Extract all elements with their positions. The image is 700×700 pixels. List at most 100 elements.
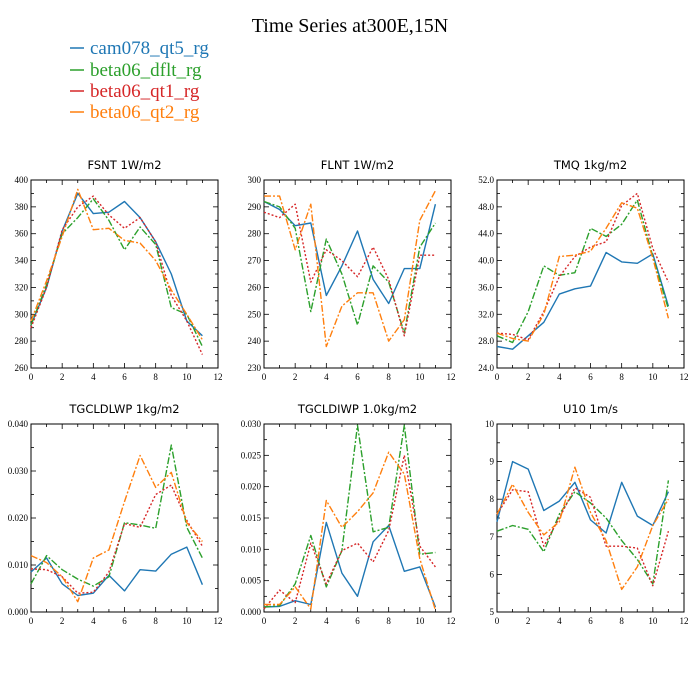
panel-title: TMQ 1kg/m2: [553, 158, 627, 172]
plot-frame: [263, 179, 452, 369]
series-line-beta06_qt1_rg: [30, 195, 204, 355]
chart-panel: FLNT 1W/m2 0 2 4 6 8 10 12 230 240 250 260 270 280 290…: [248, 158, 456, 382]
series-line-beta06_qt1_rg: [263, 454, 436, 610]
y-tick-label: 8: [490, 494, 495, 504]
y-tick-label: 28.0: [478, 336, 494, 346]
series-line-cam078_qt5_rg: [496, 460, 670, 534]
y-tick-label: 250: [248, 309, 262, 319]
x-tick-label: 0: [29, 372, 34, 382]
series-line-cam078_qt5_rg: [30, 192, 203, 337]
legend-item: beta06_qt1_rg: [70, 81, 200, 102]
y-tick-label: 0.000: [241, 607, 262, 617]
y-tick-label: 0.040: [8, 419, 29, 429]
y-tick-label: 0.005: [241, 576, 262, 586]
legend-item: beta06_dflt_rg: [70, 60, 202, 81]
y-tick-label: 10: [485, 419, 495, 429]
series-line-beta06_dflt_rg: [30, 198, 204, 347]
series-line-beta06_dflt_rg: [263, 424, 436, 608]
y-tick-label: 0.030: [241, 419, 262, 429]
x-tick-label: 0: [29, 616, 34, 626]
y-tick-label: 240: [248, 336, 262, 346]
x-tick-label: 10: [182, 372, 192, 382]
x-tick-label: 10: [648, 616, 658, 626]
y-tick-label: 260: [15, 363, 29, 373]
y-tick-label: 7: [490, 532, 495, 542]
x-tick-label: 0: [495, 372, 500, 382]
x-tick-label: 6: [355, 372, 360, 382]
plot-frame: [30, 423, 219, 613]
x-tick-label: 12: [447, 372, 456, 382]
x-tick-label: 2: [526, 616, 531, 626]
y-tick-label: 0.025: [241, 450, 262, 460]
x-tick-label: 0: [495, 616, 500, 626]
series-line-beta06_qt2_rg: [496, 202, 670, 342]
x-tick-label: 2: [293, 372, 298, 382]
y-tick-label: 0.020: [8, 513, 29, 523]
legend-label-qt1: beta06_qt1_rg: [90, 81, 200, 102]
x-tick-label: 10: [648, 372, 658, 382]
legend-label-dflt: beta06_dflt_rg: [90, 60, 202, 81]
x-tick-label: 12: [447, 616, 456, 626]
x-tick-label: 10: [182, 616, 192, 626]
y-tick-label: 260: [248, 282, 262, 292]
x-tick-label: 8: [386, 616, 391, 626]
x-tick-label: 8: [619, 616, 624, 626]
x-tick-label: 8: [619, 372, 624, 382]
y-tick-label: 380: [15, 202, 29, 212]
x-tick-label: 12: [214, 616, 223, 626]
x-tick-label: 4: [557, 616, 562, 626]
x-tick-label: 6: [588, 372, 593, 382]
x-tick-label: 4: [91, 372, 96, 382]
chart-panel: TMQ 1kg/m2 0 2 4 6 8 10 12 24.0 28.0 32.0 36.0 40.0 4…: [478, 158, 688, 382]
x-tick-label: 10: [415, 372, 425, 382]
plot-frame: [30, 179, 219, 369]
series-line-cam078_qt5_rg: [30, 546, 204, 597]
x-tick-label: 8: [153, 616, 158, 626]
y-tick-label: 40.0: [478, 256, 494, 266]
legend: cam078_qt5_rg beta06_dflt_rg beta06_qt1_…: [70, 38, 209, 123]
series-line-beta06_dflt_rg: [30, 444, 204, 587]
panel-title: FLNT 1W/m2: [321, 158, 394, 172]
series-line-cam078_qt5_rg: [263, 521, 437, 608]
y-tick-label: 340: [15, 256, 29, 266]
y-tick-label: 0.010: [241, 544, 262, 554]
y-tick-label: 5: [490, 607, 495, 617]
x-tick-label: 4: [91, 616, 96, 626]
plot-frame: [263, 423, 452, 613]
x-tick-label: 6: [122, 616, 127, 626]
y-tick-label: 24.0: [478, 363, 494, 373]
x-tick-label: 4: [324, 616, 329, 626]
x-tick-label: 6: [122, 372, 127, 382]
y-tick-label: 6: [490, 569, 495, 579]
x-tick-label: 0: [262, 616, 267, 626]
series-line-cam078_qt5_rg: [496, 251, 670, 350]
x-tick-label: 12: [214, 372, 223, 382]
y-tick-label: 290: [248, 202, 262, 212]
series-line-beta06_qt1_rg: [496, 487, 670, 587]
y-tick-label: 48.0: [478, 202, 494, 212]
panel-title: TGCLDIWP 1.0kg/m2: [297, 402, 417, 416]
legend-label-cam078: cam078_qt5_rg: [90, 38, 209, 59]
y-tick-label: 9: [490, 457, 495, 467]
series-line-beta06_qt1_rg: [496, 192, 670, 341]
legend-label-qt2: beta06_qt2_rg: [90, 102, 200, 123]
y-tick-label: 0.020: [241, 482, 262, 492]
x-tick-label: 2: [60, 372, 65, 382]
y-tick-label: 0.000: [8, 607, 29, 617]
x-tick-label: 10: [415, 616, 425, 626]
series-line-beta06_dflt_rg: [496, 199, 670, 344]
y-tick-label: 0.015: [241, 513, 262, 523]
y-tick-label: 300: [248, 175, 262, 185]
plot-frame: [496, 179, 685, 369]
y-tick-label: 300: [15, 309, 29, 319]
legend-item: beta06_qt2_rg: [70, 102, 200, 123]
x-tick-label: 6: [588, 616, 593, 626]
y-tick-label: 0.010: [8, 560, 29, 570]
series-line-beta06_qt2_rg: [30, 188, 203, 341]
y-tick-label: 44.0: [478, 229, 494, 239]
x-tick-label: 4: [557, 372, 562, 382]
panels: FSNT 1W/m20 2 4 6 8 10 12260280300320340360380…: [8, 158, 689, 626]
y-tick-label: 230: [248, 363, 262, 373]
series-line-cam078_qt5_rg: [263, 200, 437, 305]
